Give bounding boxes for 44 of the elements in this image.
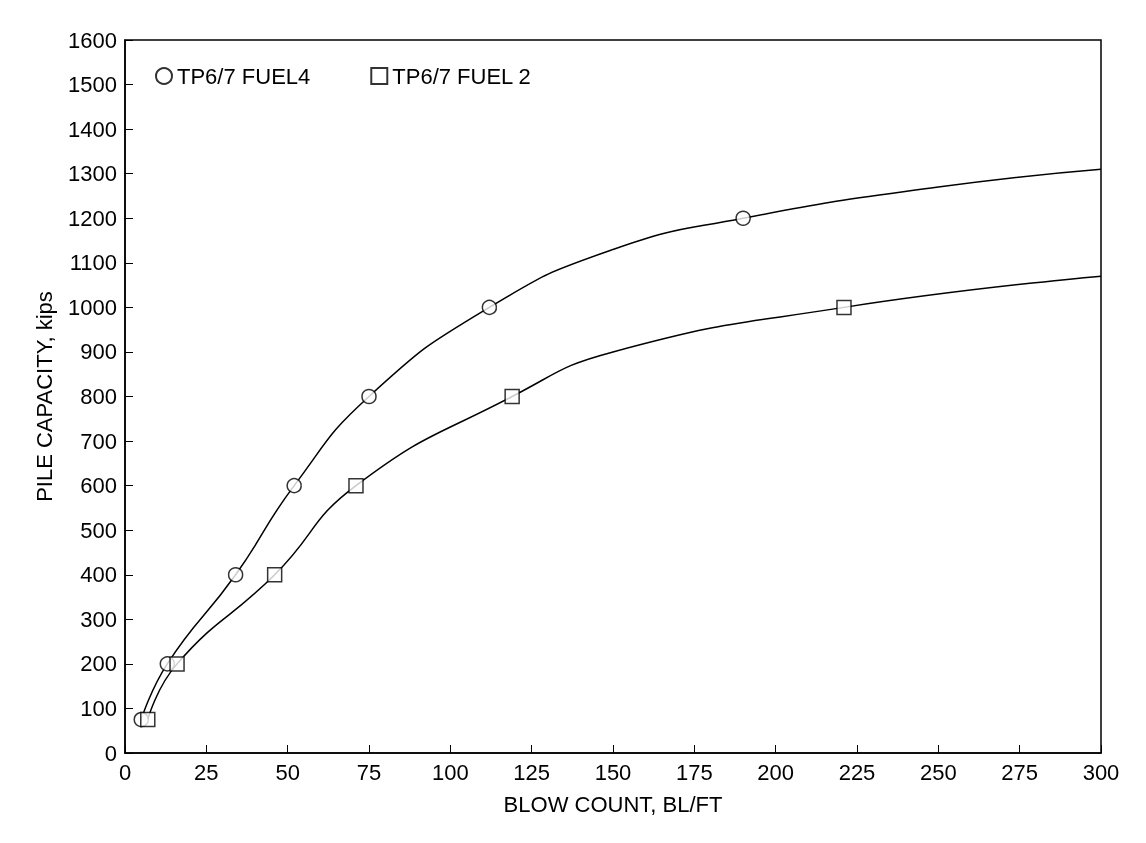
x-axis-title: BLOW COUNT, BL/FT <box>503 791 723 817</box>
x-tick-label: 100 <box>431 759 469 785</box>
x-tick-label: 75 <box>356 759 382 785</box>
y-tick-label: 700 <box>80 428 117 454</box>
point <box>266 567 283 583</box>
point <box>836 299 852 316</box>
point <box>481 299 498 316</box>
y-tick-label: 0 <box>104 740 117 766</box>
x-tick-label: 50 <box>275 759 300 785</box>
x-tick-label: 25 <box>194 759 219 785</box>
x-tick-label: 125 <box>513 759 551 785</box>
x-tick-label: 175 <box>675 759 713 785</box>
x-tick-label: 150 <box>594 759 632 785</box>
y-tick-label: 1300 <box>68 161 117 187</box>
y-tick-label: 100 <box>80 695 117 721</box>
point <box>140 711 156 728</box>
point <box>286 477 302 494</box>
y-tick-label: 1600 <box>68 27 117 53</box>
x-tick-label: 225 <box>838 759 876 785</box>
point <box>169 656 185 672</box>
y-tick-label: 200 <box>80 651 117 677</box>
y-tick-label: 1000 <box>68 294 117 320</box>
legend-label: TP6/7 FUEL4 <box>177 63 311 89</box>
y-tick-label: 800 <box>80 384 117 409</box>
x-tick-label: 300 <box>1082 759 1120 785</box>
y-tick-label: 1100 <box>69 250 117 276</box>
point <box>361 388 377 405</box>
y-tick-label: 500 <box>80 517 117 543</box>
x-tick-label: 200 <box>757 759 795 785</box>
y-tick-label: 900 <box>80 339 117 365</box>
y-tick-label: 400 <box>80 562 117 588</box>
point <box>735 210 751 226</box>
y-tick-label: 1500 <box>68 72 117 98</box>
point <box>348 477 364 494</box>
point <box>504 388 520 405</box>
x-tick-label: 250 <box>919 759 957 785</box>
y-tick-label: 1400 <box>68 116 117 142</box>
point <box>227 567 244 583</box>
x-tick-label: 275 <box>1001 759 1039 785</box>
y-tick-label: 1200 <box>68 205 117 231</box>
y-tick-label: 300 <box>80 606 117 632</box>
y-tick-label: 600 <box>80 473 117 499</box>
legend-label: TP6/7 FUEL 2 <box>392 63 531 89</box>
y-axis-title: PILE CAPACITY, kips <box>31 291 57 502</box>
